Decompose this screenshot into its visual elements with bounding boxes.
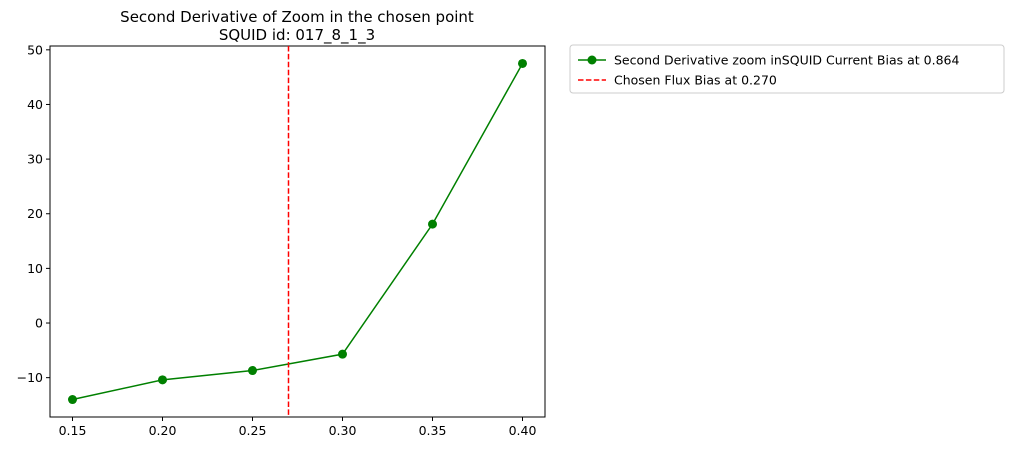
x-tick-label: 0.35 [419,423,447,438]
y-tick-label: −10 [17,370,43,385]
data-point [248,366,257,376]
legend-series-marker [587,55,597,65]
legend-box [569,44,1005,94]
y-tick-label: 20 [27,206,43,221]
x-tick-label: 0.15 [59,423,87,438]
data-point [518,58,527,68]
x-tick-label: 0.20 [149,423,177,438]
chart-title-line1: Second Derivative of Zoom in the chosen … [120,8,474,26]
data-point [428,219,437,229]
series-line [72,63,524,401]
legend-series-label: Second Derivative zoom inSQUID Current B… [614,53,959,68]
y-tick-label: 10 [27,261,43,276]
legend-vline-label: Chosen Flux Bias at 0.270 [614,73,777,88]
y-tick-label: 0 [35,316,43,331]
x-tick-label: 0.30 [329,423,357,438]
x-tick-label: 0.40 [509,423,537,438]
data-point [68,395,77,405]
y-tick-label: 50 [27,42,43,57]
chart-title-line2: SQUID id: 017_8_1_3 [219,26,375,45]
data-point [338,349,347,359]
x-tick-label: 0.25 [239,423,267,438]
plot-area: 0.15 0.20 0.25 0.30 0.35 0.40 −10 0 10 20 30 40 50 [17,42,546,438]
axes-frame [49,45,546,418]
y-tick-label: 30 [27,152,43,167]
chart-title: Second Derivative of Zoom in the chosen … [120,8,474,45]
data-point [158,375,167,385]
legend: Second Derivative zoom inSQUID Current B… [569,44,1005,94]
y-tick-label: 40 [27,97,43,112]
